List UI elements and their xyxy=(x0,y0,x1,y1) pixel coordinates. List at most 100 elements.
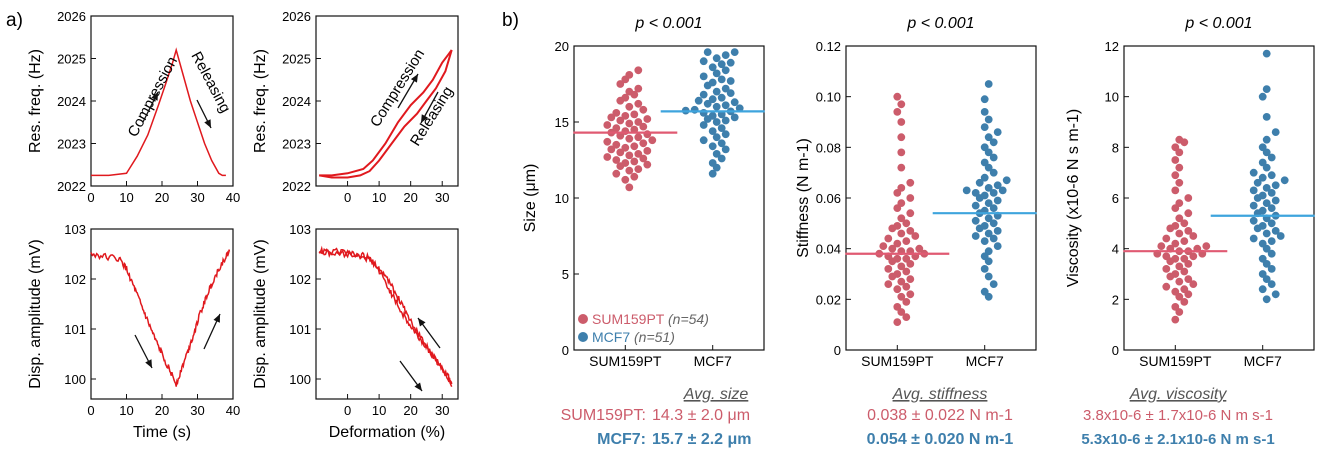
x-tick-label: MCF7 xyxy=(694,353,732,369)
data-point xyxy=(625,87,634,96)
panel-label-b: b) xyxy=(502,10,519,31)
data-point xyxy=(884,280,893,288)
plot-frame xyxy=(315,15,459,187)
data-point xyxy=(888,244,897,253)
data-point xyxy=(897,229,906,238)
plot-frame xyxy=(1123,45,1315,351)
data-point xyxy=(612,124,621,132)
data-point xyxy=(730,113,739,122)
y-axis-label: Stiffness (N m-1) xyxy=(795,138,812,258)
data-point xyxy=(971,216,980,225)
avg-viscosity-header: Avg. viscosity xyxy=(1129,386,1228,403)
data-point xyxy=(906,178,915,187)
data-point xyxy=(699,136,708,145)
data-point xyxy=(911,232,920,240)
data-point xyxy=(621,175,630,184)
data-point xyxy=(980,237,989,246)
data-point xyxy=(708,142,717,151)
sum-avg-stiffness: 0.038 ± 0.022 N m-1 xyxy=(867,407,1013,424)
data-point xyxy=(721,101,730,110)
data-point xyxy=(708,112,717,120)
y-tick-label: 100 xyxy=(64,372,86,387)
data-point xyxy=(1262,113,1271,121)
data-point xyxy=(703,48,712,56)
data-point xyxy=(630,110,639,119)
data-point xyxy=(721,66,730,75)
y-tick-label: 15 xyxy=(555,115,569,130)
data-point xyxy=(902,219,911,228)
x-tick-label: 40 xyxy=(226,190,240,205)
data-point xyxy=(906,194,915,202)
data-point xyxy=(616,131,625,140)
data-point xyxy=(897,163,906,172)
mcf-row-label: MCF7: xyxy=(597,431,646,448)
x-tick-label: SUM159PT xyxy=(861,353,934,369)
data-point xyxy=(962,186,971,195)
data-point xyxy=(630,157,639,166)
y-tick-label: 101 xyxy=(64,322,86,337)
data-point xyxy=(980,287,989,296)
data-point xyxy=(1184,227,1193,235)
x-tick-label: 20 xyxy=(155,190,169,205)
data-point xyxy=(906,227,915,235)
line-chart-2: 2022 2023 2024 2025 2026 0 10 20 30 Res. freq. (H… xyxy=(252,9,459,205)
y-axis-label: Viscosity (x10-6 N s m-1) xyxy=(1065,109,1082,287)
legend-marker xyxy=(578,332,588,342)
y-tick-label: 2022 xyxy=(57,179,86,194)
data-point xyxy=(1258,92,1267,101)
data-point xyxy=(1180,254,1189,263)
data-point xyxy=(893,239,902,248)
data-point xyxy=(1249,201,1258,210)
data-point xyxy=(1202,242,1211,251)
data-point xyxy=(897,214,906,223)
data-point xyxy=(694,96,703,105)
x-axis-label: Deformation (%) xyxy=(329,424,445,441)
data-point xyxy=(699,121,708,129)
data-point xyxy=(1258,173,1267,182)
mcf-avg-stiffness: 0.054 ± 0.020 N m-1 xyxy=(867,431,1014,448)
data-point xyxy=(897,133,906,142)
data-point xyxy=(884,234,893,243)
chart-title: p < 0.001 xyxy=(906,15,974,32)
data-point xyxy=(897,292,906,301)
data-point xyxy=(1175,135,1184,144)
data-point xyxy=(1180,285,1189,294)
data-point xyxy=(1267,249,1276,258)
dot-plot-2: 0 0.02 0.04 0.06 0.08 0.10 0.12 p < 0.001 Stiffn… xyxy=(795,15,1037,369)
mcf-avg-size: 15.7 ± 2.2 μm xyxy=(652,431,752,448)
y-axis-label: Res. freq. (Hz) xyxy=(27,49,44,153)
data-point xyxy=(1171,222,1180,230)
data-point xyxy=(975,178,984,187)
avg-stiffness-header: Avg. stiffness xyxy=(892,386,988,403)
data-point xyxy=(708,159,717,167)
x-tick-label: 30 xyxy=(190,403,204,418)
data-point xyxy=(897,199,906,208)
data-point xyxy=(1157,242,1166,251)
avg-size-header: Avg. size xyxy=(683,386,749,403)
data-point xyxy=(1180,237,1189,246)
data-point xyxy=(717,124,726,132)
data-point xyxy=(634,118,643,126)
data-point xyxy=(634,150,643,158)
series-line xyxy=(319,49,453,179)
plot-frame xyxy=(573,45,765,351)
data-point xyxy=(612,169,621,178)
data-point xyxy=(730,98,739,107)
x-tick-label: 20 xyxy=(403,403,417,418)
data-point xyxy=(993,242,1002,251)
data-point xyxy=(699,57,708,66)
y-tick-label: 0.06 xyxy=(816,191,841,206)
data-point xyxy=(893,108,902,116)
data-point xyxy=(625,151,634,160)
data-point xyxy=(1271,181,1280,190)
data-point xyxy=(902,282,911,291)
series-line xyxy=(318,245,453,387)
data-point xyxy=(1271,290,1280,299)
dot-plot-3: 0 2 4 6 8 10 12 p < 0.001 Viscosity (x10-6 N s m… xyxy=(1065,15,1315,369)
data-point xyxy=(993,181,1002,190)
line-chart-3: 100 101 102 103 0 10 20 30 40 Disp. amplitude (mV… xyxy=(27,222,240,441)
data-point xyxy=(980,158,989,167)
y-tick-label: 0.02 xyxy=(816,292,841,307)
data-point xyxy=(989,168,998,177)
